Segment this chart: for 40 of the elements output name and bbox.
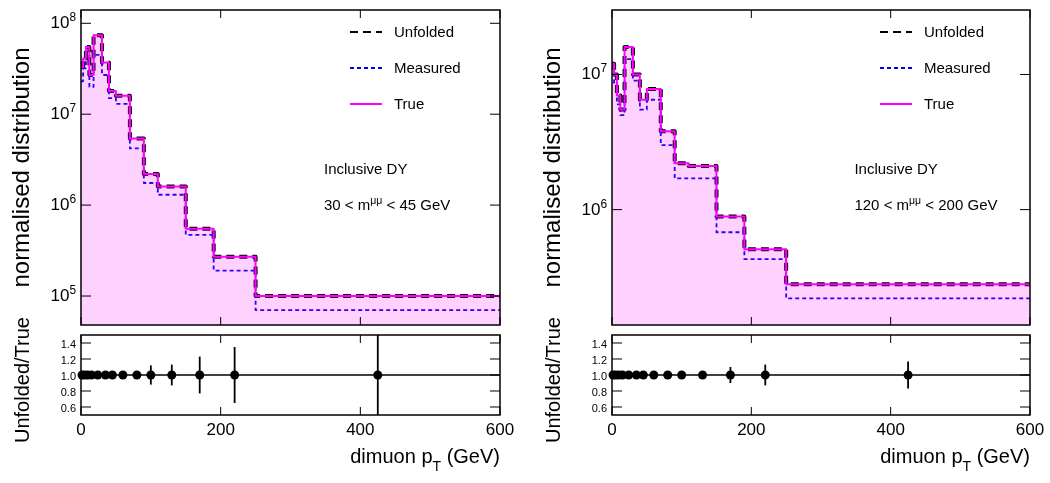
x-axis-title: dimuon p$_{T}$ (GeV)	[350, 445, 500, 474]
annotation: Inclusive DY	[854, 159, 938, 177]
y-tick-label: 10$^{7}$	[581, 61, 608, 84]
y-axis-title: normalised distribution	[538, 47, 565, 288]
annotation: Inclusive DY	[324, 159, 408, 177]
x-tick-label: 600	[485, 420, 515, 439]
annotation: 30 < m$^{μμ}$ < 45 GeV	[324, 193, 451, 213]
y-tick-label: 1.2	[591, 354, 607, 366]
y-tick-label: 10$^{8}$	[50, 10, 77, 33]
y-tick-label: 10$^{6}$	[581, 196, 608, 219]
x-tick-label: 0	[607, 420, 617, 439]
y-tick-label: 0.6	[60, 402, 76, 414]
y-tick-label: 1.2	[60, 354, 76, 366]
legend-label: True	[394, 95, 425, 112]
annotation: 120 < m$^{μμ}$ < 200 GeV	[854, 193, 998, 213]
y-tick-label: 0.6	[591, 402, 607, 414]
legend-label: Measured	[924, 59, 991, 76]
y-tick-label: 1.0	[591, 370, 607, 382]
y-tick-label: 10$^{5}$	[50, 283, 77, 306]
legend-label: Measured	[394, 59, 461, 76]
y-tick-label: 1.0	[60, 370, 76, 382]
x-tick-label: 400	[876, 420, 905, 439]
x-axis-title: dimuon p$_{T}$ (GeV)	[880, 445, 1030, 474]
x-tick-label: 400	[346, 420, 375, 439]
x-tick-label: 200	[206, 420, 235, 439]
legend-label: True	[924, 95, 955, 112]
x-tick-label: 200	[737, 420, 766, 439]
y-tick-label: 10$^{6}$	[50, 192, 77, 215]
y-tick-label: 0.8	[591, 386, 607, 398]
x-tick-label: 600	[1015, 420, 1045, 439]
y-tick-label: 1.4	[591, 338, 607, 350]
y-axis-title: Unfolded/True	[542, 317, 564, 443]
legend-label: Unfolded	[394, 23, 455, 40]
y-tick-label: 1.4	[60, 338, 76, 350]
legend-label: Unfolded	[924, 23, 985, 40]
x-tick-label: 0	[76, 420, 86, 439]
y-axis-title: Unfolded/True	[11, 317, 33, 443]
y-tick-label: 10$^{7}$	[50, 101, 77, 124]
y-tick-label: 0.8	[60, 386, 76, 398]
y-axis-title: normalised distribution	[7, 47, 34, 288]
